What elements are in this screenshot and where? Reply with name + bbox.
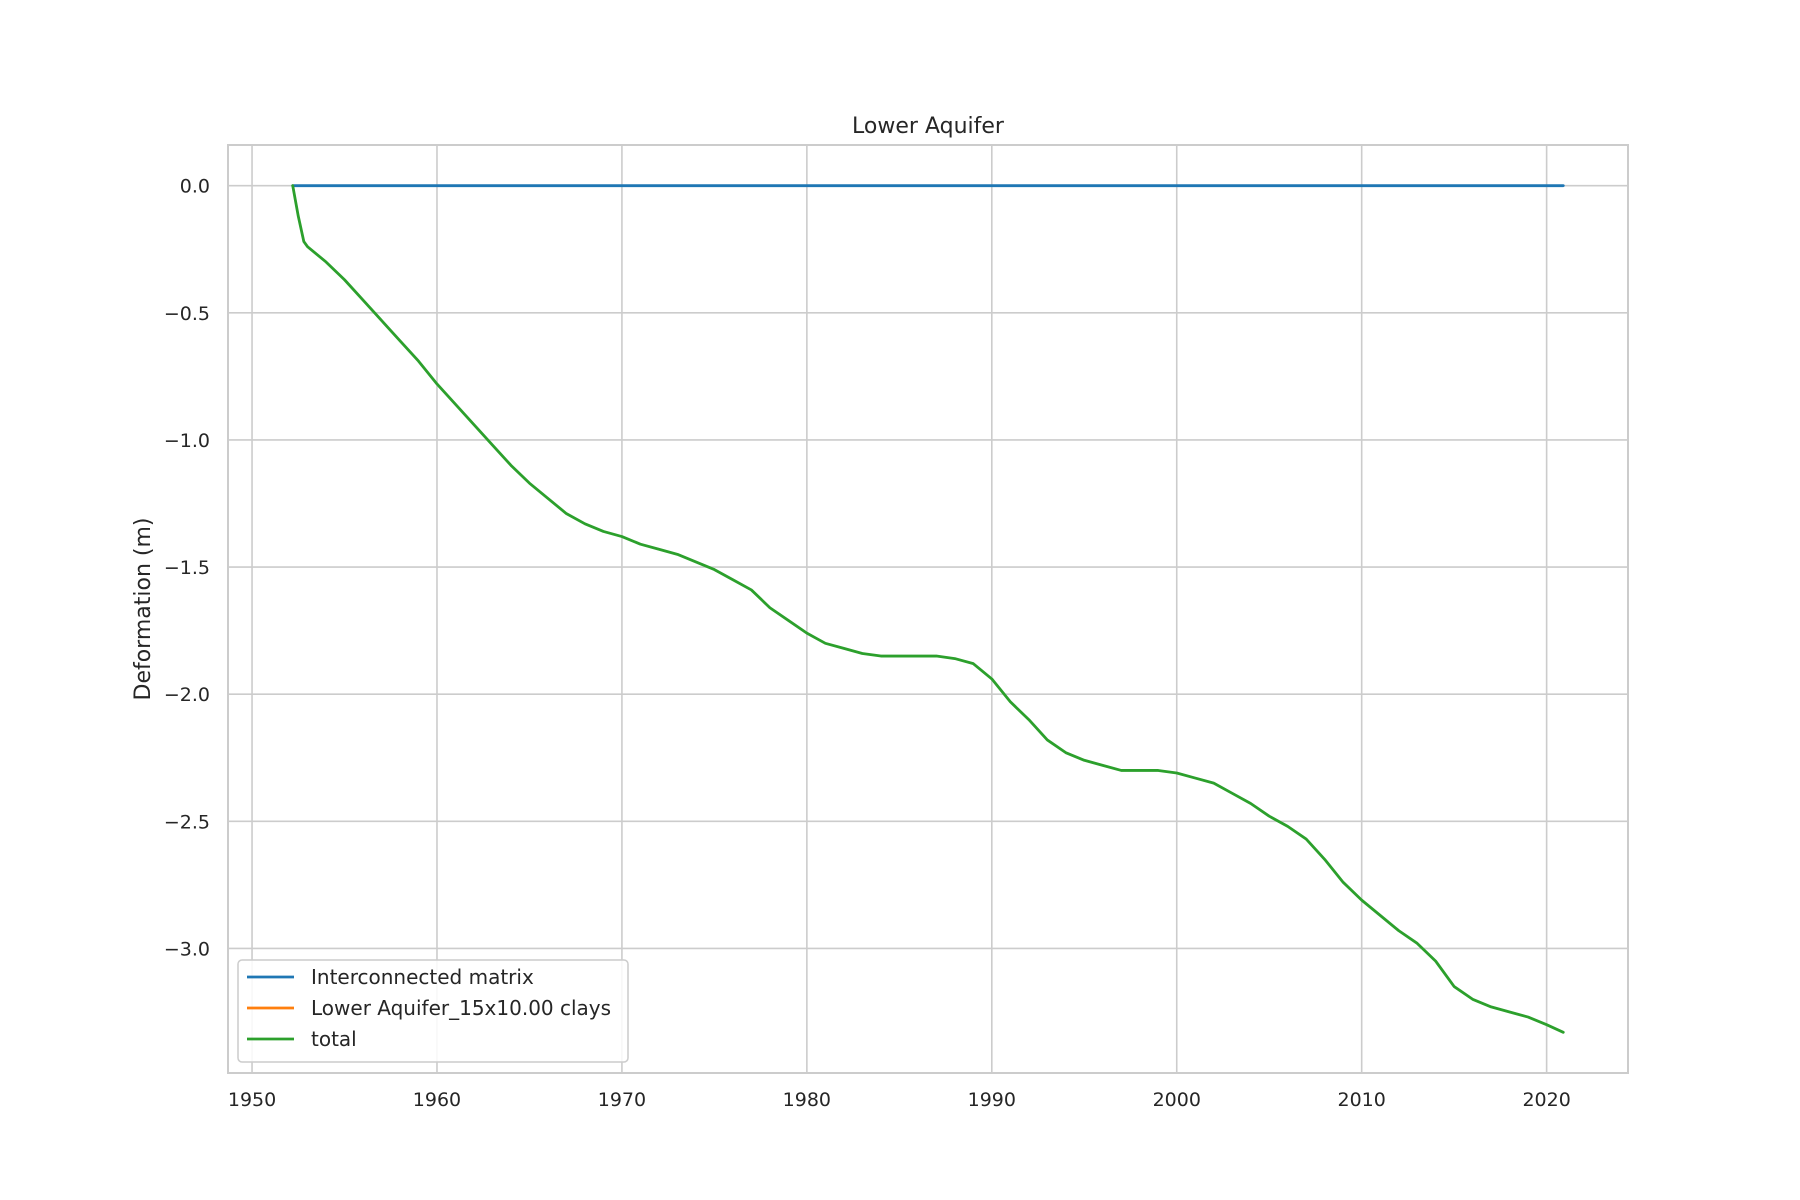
x-tick-label-2010: 2010 [1338, 1089, 1386, 1111]
legend-label-2: total [311, 1027, 357, 1051]
series-layer [291, 184, 1565, 1034]
x-tick-label-1990: 1990 [968, 1089, 1016, 1111]
x-tick-label-2000: 2000 [1153, 1089, 1201, 1111]
y-tick-label-6: −3.0 [164, 938, 210, 960]
tick-labels: 1950 1960 1970 1980 1990 2000 2010 2020 0.0 −0.5 −… [164, 176, 1571, 1111]
chart-title: Lower Aquifer [852, 114, 1005, 139]
x-tick-label-1960: 1960 [413, 1089, 461, 1111]
y-tick-label-1: −0.5 [164, 303, 210, 325]
y-tick-label-2: −1.0 [164, 430, 210, 452]
series-line-total [291, 184, 1565, 1034]
y-tick-label-5: −2.5 [164, 811, 210, 833]
y-tick-label-3: −1.5 [164, 557, 210, 579]
y-tick-label-4: −2.0 [164, 684, 210, 706]
x-tick-label-1970: 1970 [598, 1089, 646, 1111]
plot-frame [227, 144, 1629, 1074]
legend-label-1: Lower Aquifer_15x10.00 clays [311, 996, 611, 1020]
y-tick-label-0: 0.0 [180, 176, 210, 198]
legend-box [237, 959, 629, 1063]
y-axis-label: Deformation (m) [131, 518, 156, 701]
x-tick-label-1980: 1980 [783, 1089, 831, 1111]
x-tick-label-1950: 1950 [228, 1089, 276, 1111]
x-tick-label-2020: 2020 [1522, 1089, 1570, 1111]
legend-label-0: Interconnected matrix [311, 965, 534, 989]
legend: Interconnected matrix Lower Aquifer_15x10… [237, 959, 629, 1063]
